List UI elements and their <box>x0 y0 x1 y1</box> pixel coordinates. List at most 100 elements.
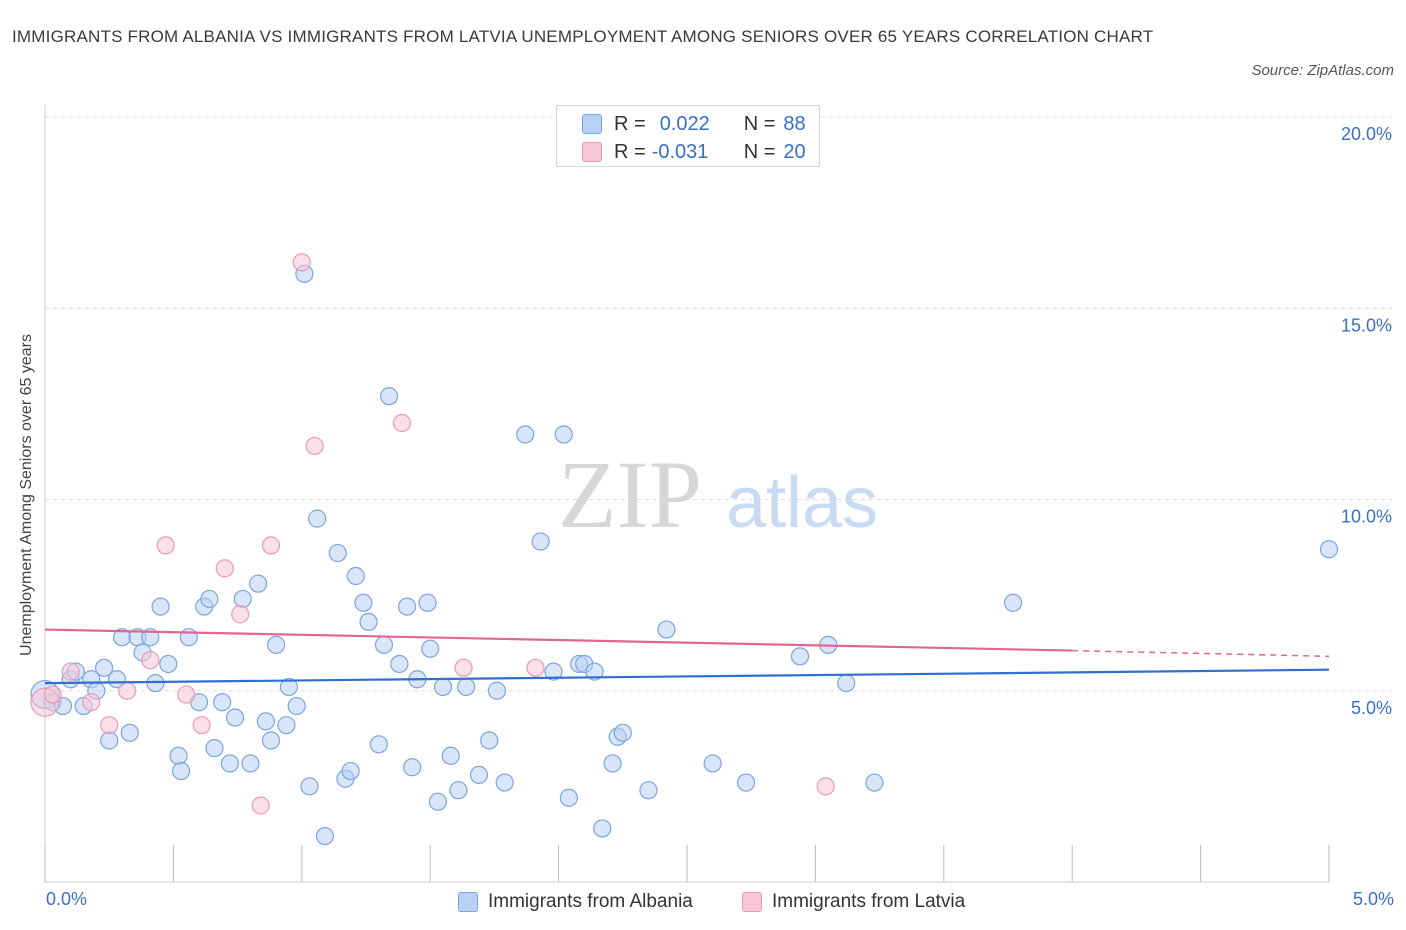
albania-point <box>256 712 275 731</box>
albania-point <box>346 566 365 586</box>
legend-r-value: -0.031 <box>651 140 709 163</box>
albania-point <box>736 773 756 792</box>
legend-row-latvia: R = -0.031 N = 20 <box>582 139 806 165</box>
chart-source: Source: ZipAtlas.com <box>1251 62 1394 79</box>
albania-point <box>544 662 563 681</box>
latvia-point <box>61 662 80 681</box>
albania-point <box>428 792 448 811</box>
albania-point <box>241 754 260 773</box>
albania-point <box>403 758 422 777</box>
legend-label-albania: Immigrants from Albania <box>488 891 693 912</box>
y-tick-label: 15.0% <box>1341 315 1392 335</box>
albania-point <box>837 673 856 693</box>
latvia-point <box>215 559 234 578</box>
albania-point <box>300 777 319 796</box>
albania-point <box>369 735 388 754</box>
albania-point <box>531 532 550 551</box>
legend-n-value: 88 <box>783 112 806 135</box>
chart-title: IMMIGRANTS FROM ALBANIA VS IMMIGRANTS FR… <box>12 27 1154 46</box>
albania-point <box>703 754 722 773</box>
albania-point <box>277 716 296 735</box>
albania-point <box>457 677 476 697</box>
albania-point <box>487 681 507 700</box>
albania-point <box>341 761 360 781</box>
latvia-trend-line <box>44 628 1073 652</box>
albania-point <box>441 746 460 765</box>
latvia-point <box>192 716 211 735</box>
latvia-point <box>292 253 311 272</box>
latvia-point <box>231 605 250 624</box>
latvia-point <box>392 413 412 433</box>
legend-r-label: R = <box>614 140 646 163</box>
albania-point <box>267 635 286 654</box>
latvia-point <box>100 716 119 735</box>
albania-point <box>554 425 573 444</box>
albania-point <box>380 387 399 406</box>
watermark-zip: ZIP <box>558 441 702 548</box>
latvia-point <box>177 685 196 704</box>
legend-n-label: N = <box>743 140 776 163</box>
albania-point <box>790 647 810 666</box>
legend-label-latvia: Immigrants from Latvia <box>772 891 966 912</box>
legend-r-value: 0.022 <box>659 112 710 135</box>
albania-point <box>1004 593 1023 612</box>
albania-point <box>421 639 440 658</box>
albania-point <box>249 574 268 593</box>
legend-r-label: R = <box>614 112 646 135</box>
albania-point <box>315 826 335 846</box>
albania-point <box>279 677 299 697</box>
albania-point <box>433 677 453 697</box>
latvia-point <box>141 651 160 670</box>
albania-point <box>374 635 394 654</box>
albania-point <box>205 739 224 758</box>
y-tick-label: 10.0% <box>1341 507 1392 527</box>
albania-point <box>308 509 327 528</box>
albania-point <box>225 708 245 727</box>
x-tick-label-min: 0.0% <box>46 889 88 909</box>
y-tick-label: 20.0% <box>1341 124 1392 144</box>
albania-point <box>418 593 437 612</box>
albania-point <box>613 723 632 742</box>
albania-point <box>865 773 884 792</box>
legend-item-latvia: Immigrants from Latvia <box>742 889 965 915</box>
correlation-legend: R = 0.022 N = 88 R = -0.031 N = 20 <box>556 105 820 167</box>
albania-point <box>213 693 232 712</box>
albania-point <box>495 773 514 792</box>
latvia-point <box>816 777 835 796</box>
albania-point <box>603 754 622 773</box>
legend-row-albania: R = 0.022 N = 88 <box>582 111 806 137</box>
albania-point <box>169 746 188 765</box>
latvia-point <box>305 436 324 456</box>
albania-point <box>657 620 676 639</box>
albania-trend-line <box>44 668 1330 685</box>
albania-point <box>1319 540 1339 559</box>
albania-point <box>593 819 612 838</box>
albania-point <box>120 723 139 742</box>
latvia-point <box>526 658 545 677</box>
albania-point <box>172 761 191 781</box>
albania-point <box>397 597 417 616</box>
albania-point <box>449 781 468 800</box>
albania-point <box>261 731 281 750</box>
albania-point <box>233 589 252 609</box>
albania-point <box>287 696 306 716</box>
albania-point <box>585 662 604 681</box>
albania-point <box>141 628 160 647</box>
latvia-point <box>454 658 473 677</box>
watermark-atlas: atlas <box>726 463 878 543</box>
albania-point <box>200 589 219 609</box>
albania-point <box>516 425 535 444</box>
latvia-point <box>251 796 270 815</box>
albania-point <box>100 731 119 750</box>
legend-item-albania: Immigrants from Albania <box>458 889 693 915</box>
albania-point <box>390 654 409 674</box>
latvia-legend-swatch <box>742 892 762 912</box>
latvia-point <box>43 685 62 704</box>
albania-point <box>179 628 198 647</box>
albania-point <box>354 593 373 612</box>
albania-point <box>220 754 239 773</box>
latvia-point <box>118 681 137 700</box>
albania-point <box>559 788 578 807</box>
y-tick-label: 5.0% <box>1351 698 1392 718</box>
x-tick-label-max: 5.0% <box>1352 889 1394 909</box>
